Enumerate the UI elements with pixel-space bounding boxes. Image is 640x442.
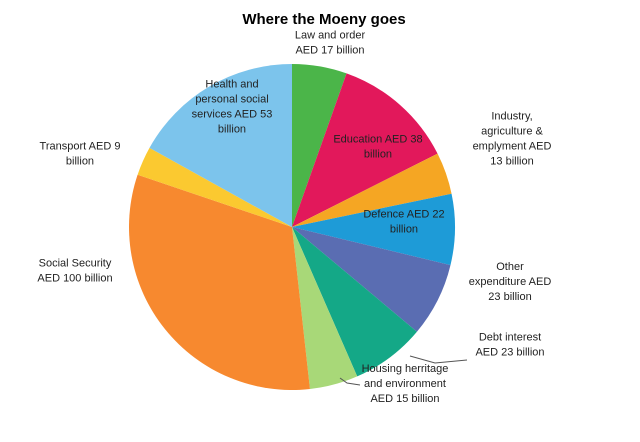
leader-line-housing-herritage [339, 377, 361, 386]
slice-label-other: Other expenditure AED 23 billion [469, 261, 552, 303]
slice-label-debt-interest: Debt interest AED 23 billion [475, 332, 544, 359]
slice-label-health-and: Health and personal social services AED 53… [192, 79, 273, 136]
pie-slice-education-aed-38 [292, 73, 438, 228]
slice-labels: Law and order AED 17 billion Education AED… [37, 30, 551, 406]
leader-lines [339, 355, 468, 386]
chart-title: Where the Moeny goes [242, 11, 405, 28]
slice-label-housing-herritage: Housing herritage and environment AED 15 b… [362, 363, 449, 405]
slice-label-law-and-order: Law and order AED 17 billion [295, 30, 366, 57]
pie-slice-health-and [149, 63, 292, 227]
slice-label-education-aed-38: Education AED 38 billion [333, 134, 422, 161]
slice-label-social-security: Social Security AED 100 billion [37, 258, 112, 285]
pie-slice-social-security [129, 174, 310, 391]
pie-slice-defence-aed-22 [292, 193, 456, 266]
pie-slice-transport-aed-9 [137, 147, 292, 227]
pie-slice-debt-interest [292, 227, 417, 377]
slice-label-defence-aed-22: Defence AED 22 billion [363, 209, 444, 236]
slice-label-transport-aed-9: Transport AED 9 billion [40, 141, 121, 168]
pie-slice-law-and-order [292, 64, 347, 227]
pie-slice-other [292, 227, 451, 332]
slice-label-industry: Industry, agriculture & emplyment AED 13 bi… [473, 111, 552, 168]
pie-slices [129, 63, 456, 391]
pie-slice-housing-herritage [292, 227, 358, 390]
leader-line-debt-interest [409, 355, 468, 364]
pie-slice-industry [292, 153, 452, 227]
